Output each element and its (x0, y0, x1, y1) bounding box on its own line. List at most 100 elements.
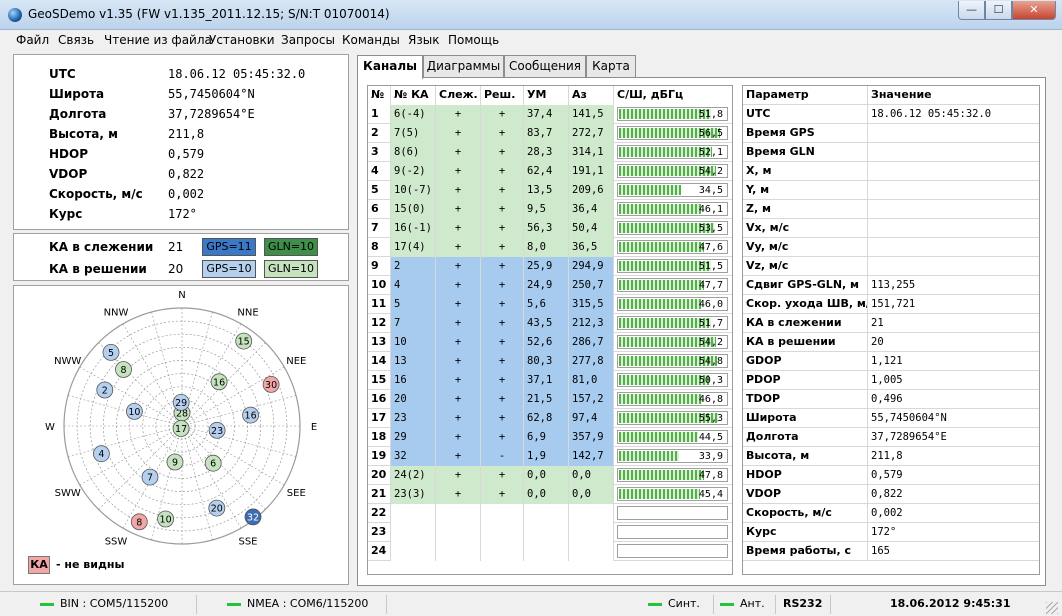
satellite-marker[interactable]: 20 (208, 499, 226, 517)
param-row[interactable]: Y, м (743, 181, 1039, 200)
maximize-button[interactable]: ☐ (985, 1, 1012, 20)
param-row[interactable]: Скор. ухода ШВ, м/с 151,721 (743, 295, 1039, 314)
menu-connection[interactable]: Связь (58, 33, 95, 47)
menu-requests[interactable]: Запросы (281, 33, 335, 47)
param-row[interactable]: Vx, м/с (743, 219, 1039, 238)
satellite-marker[interactable]: 17 (172, 420, 190, 437)
tab-map[interactable]: Карта (586, 55, 636, 77)
tab-diagrams[interactable]: Диаграммы (423, 55, 504, 77)
param-row[interactable]: Vy, м/с (743, 238, 1039, 257)
satellite-marker[interactable]: 10 (126, 403, 143, 420)
channel-row[interactable]: 6 15(0) + +9,5 36,4 46,1 (368, 200, 732, 219)
param-row[interactable]: Время GPS (743, 124, 1039, 143)
param-row[interactable]: Время работы, с 165 (743, 542, 1039, 561)
param-row[interactable]: Z, м (743, 200, 1039, 219)
channel-row[interactable]: 12 7 + +43,5 212,3 51,7 (368, 314, 732, 333)
channel-row[interactable]: 9 2 + +25,9 294,9 51,5 (368, 257, 732, 276)
channel-row[interactable]: 16 20 + +21,5 157,2 46,8 (368, 390, 732, 409)
param-row[interactable]: Время GLN (743, 143, 1039, 162)
azimuth-line (181, 425, 213, 541)
channel-row[interactable]: 17 23 + +62,8 97,4 55,3 (368, 409, 732, 428)
param-row[interactable]: Сдвиг GPS-GLN, м 113,255 (743, 276, 1039, 295)
satellite-marker[interactable]: 9 (166, 453, 184, 471)
satellite-marker[interactable]: 2 (96, 381, 114, 399)
channel-row[interactable]: 5 10(-7) + +13,5 209,6 34,5 (368, 181, 732, 200)
satellite-marker[interactable]: 16 (210, 373, 228, 391)
param-row[interactable]: VDOP 0,822 (743, 485, 1039, 504)
channel-row[interactable]: 4 9(-2) + +62,4 191,1 54,2 (368, 162, 732, 181)
channel-row[interactable]: 14 13 + +80,3 277,8 54,8 (368, 352, 732, 371)
satellite-marker[interactable]: 4 (93, 445, 110, 463)
channel-cell-ka: 5 (391, 295, 436, 314)
channel-row[interactable]: 8 17(4) + +8,0 36,5 47,6 (368, 238, 732, 257)
channel-row[interactable]: 21 23(3) + +0,0 0,0 45,4 (368, 485, 732, 504)
close-button[interactable]: ✕ (1012, 1, 1056, 20)
param-row[interactable]: КА в слежении 21 (743, 314, 1039, 333)
channel-cell-az: 0,0 (569, 466, 614, 485)
param-row[interactable]: Долгота 37,7289654°E (743, 428, 1039, 447)
satellite-marker[interactable]: 10 (157, 510, 175, 528)
channels-table[interactable]: № № КА Слеж. Реш. УМ Аз С/Ш, дБГц 1 6(-4)… (367, 85, 733, 575)
channel-row[interactable]: 22 (368, 504, 732, 523)
param-name: UTC (743, 105, 868, 124)
param-row[interactable]: Vz, м/с (743, 257, 1039, 276)
param-row[interactable]: Скорость, м/с 0,002 (743, 504, 1039, 523)
channel-row[interactable]: 1 6(-4) + +37,4 141,5 51,8 (368, 105, 732, 124)
minimize-button[interactable]: — (958, 1, 985, 20)
resize-grip-icon[interactable] (1046, 602, 1058, 614)
satellite-marker[interactable]: 32 (244, 508, 262, 526)
param-row[interactable]: Широта 55,7450604°N (743, 409, 1039, 428)
channel-row[interactable]: 11 5 + +5,6 315,5 46,0 (368, 295, 732, 314)
param-row[interactable]: PDOP 1,005 (743, 371, 1039, 390)
param-row[interactable]: GDOP 1,121 (743, 352, 1039, 371)
menu-read-file[interactable]: Чтение из файла (104, 33, 212, 47)
status-nmea-port: NMEA : COM6/115200 (227, 595, 387, 614)
channel-cell-ka: 8(6) (391, 143, 436, 162)
channel-row[interactable]: 23 (368, 523, 732, 542)
param-row[interactable]: UTC 18.06.12 05:45:32.0 (743, 105, 1039, 124)
satellite-marker[interactable]: 30 (262, 376, 280, 393)
satellite-marker[interactable]: 29 (172, 394, 190, 411)
param-row[interactable]: X, м (743, 162, 1039, 181)
satellite-marker[interactable]: 23 (208, 421, 226, 439)
satellite-marker[interactable]: 16 (242, 406, 260, 424)
channel-row[interactable]: 13 10 + +52,6 286,7 54,2 (368, 333, 732, 352)
elevation-ring (89, 333, 275, 519)
channel-cell-snr (614, 523, 732, 542)
snr-bar (617, 506, 728, 520)
satellite-marker[interactable]: 15 (235, 332, 253, 350)
menu-language[interactable]: Язык (408, 33, 440, 47)
satellite-id: 10 (128, 407, 140, 418)
parameters-table[interactable]: Параметр Значение UTC 18.06.12 05:45:32.0… (742, 85, 1040, 575)
channel-cell-no: 6 (368, 200, 391, 219)
param-row[interactable]: Курс 172° (743, 523, 1039, 542)
satellite-marker[interactable]: 7 (141, 468, 159, 486)
param-row[interactable]: TDOP 0,496 (743, 390, 1039, 409)
menu-help[interactable]: Помощь (448, 33, 500, 47)
param-row[interactable]: КА в решении 20 (743, 333, 1039, 352)
channel-row[interactable]: 20 24(2) + +0,0 0,0 47,8 (368, 466, 732, 485)
channel-row[interactable]: 7 16(-1) + +56,3 50,4 53,5 (368, 219, 732, 238)
menu-settings[interactable]: Установки (209, 33, 275, 47)
satellite-marker[interactable]: 8 (130, 513, 148, 531)
menu-commands[interactable]: Команды (342, 33, 400, 47)
channel-row[interactable]: 19 32 + -1,9 142,7 33,9 (368, 447, 732, 466)
channel-row[interactable]: 15 16 + +37,1 81,0 50,3 (368, 371, 732, 390)
satellite-marker[interactable]: 6 (204, 454, 222, 472)
direction-label: NNW (104, 308, 129, 319)
channel-row[interactable]: 3 8(6) + +28,3 314,1 52,1 (368, 143, 732, 162)
channel-row[interactable]: 10 4 + +24,9 250,7 47,7 (368, 276, 732, 295)
invisible-legend-text: - не видны (56, 558, 125, 571)
channel-row[interactable]: 24 (368, 542, 732, 561)
channel-row[interactable]: 2 7(5) + +83,7 272,7 56,5 (368, 124, 732, 143)
satellite-marker[interactable]: 5 (102, 344, 120, 361)
channel-cell-snr: 47,6 (614, 238, 732, 257)
tab-channels[interactable]: Каналы (357, 55, 423, 79)
param-value: 1,121 (871, 355, 903, 367)
menu-file[interactable]: Файл (16, 33, 50, 47)
tab-messages[interactable]: Сообщения (504, 55, 586, 77)
channel-row[interactable]: 18 29 + +6,9 357,9 44,5 (368, 428, 732, 447)
param-row[interactable]: Высота, м 211,8 (743, 447, 1039, 466)
satellite-marker[interactable]: 8 (115, 361, 132, 378)
param-row[interactable]: HDOP 0,579 (743, 466, 1039, 485)
